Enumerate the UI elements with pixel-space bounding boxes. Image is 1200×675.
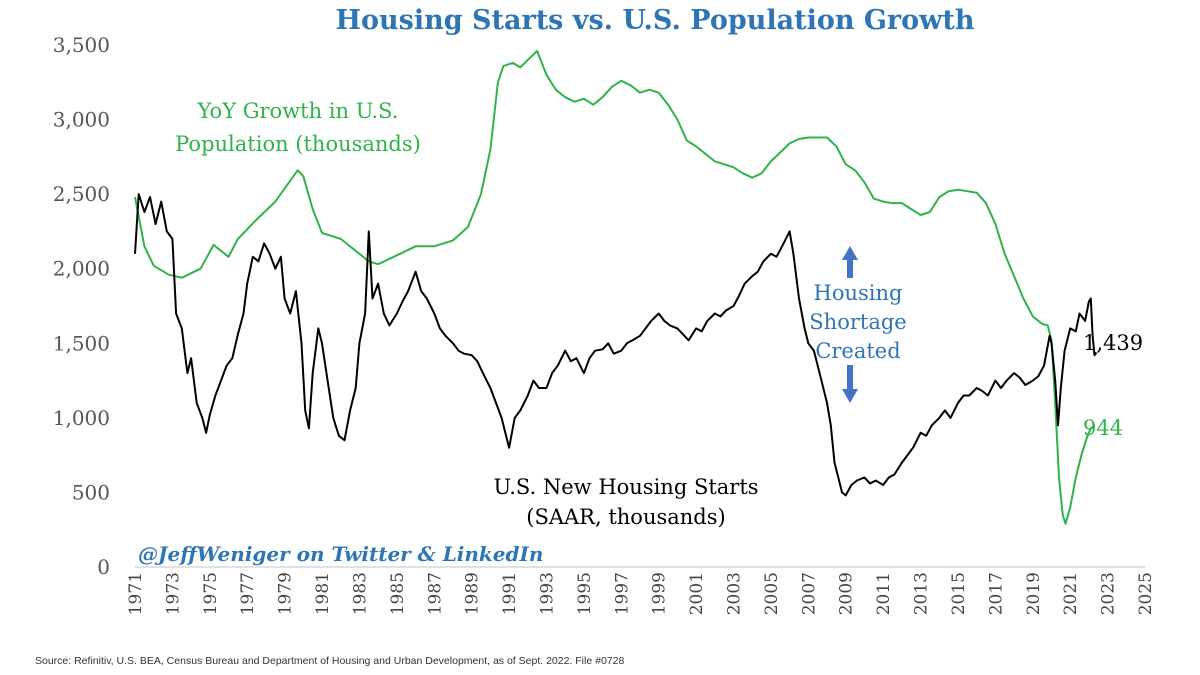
x-tick-label: 1977 — [238, 572, 258, 615]
x-tick-label: 2011 — [874, 572, 894, 615]
y-tick-label: 3,500 — [53, 33, 110, 57]
x-tick-label: 2003 — [725, 572, 745, 615]
y-tick-label: 0 — [97, 555, 110, 579]
x-tick-label: 2015 — [949, 572, 969, 615]
y-tick-label: 2,500 — [53, 182, 110, 206]
x-tick-label: 1995 — [575, 572, 595, 615]
series-labels: YoY Growth in U.S. Population (thousands… — [175, 99, 1143, 529]
x-tick-label: 1981 — [313, 572, 333, 615]
x-tick-label: 2001 — [687, 572, 707, 615]
y-tick-label: 3,000 — [53, 108, 110, 132]
housing-starts-line — [134, 193, 1098, 497]
y-tick-label: 1,500 — [53, 331, 110, 355]
y-tick-label: 1,000 — [53, 406, 110, 430]
x-tick-label: 2017 — [986, 572, 1006, 615]
housing-shortage-annotation: Housing Shortage Created — [809, 246, 907, 403]
x-tick-label: 1979 — [276, 572, 296, 615]
x-tick-label: 1991 — [500, 572, 520, 615]
population-series-label-line-1: YoY Growth in U.S. — [197, 99, 399, 123]
starts-series-label-line-2: (SAAR, thousands) — [526, 505, 725, 529]
x-tick-label: 1989 — [463, 572, 483, 615]
y-tick-label: 2,000 — [53, 257, 110, 281]
starts-series-label-line-1: U.S. New Housing Starts — [493, 475, 758, 499]
arrow-up-icon — [842, 246, 858, 278]
annotation-line-2: Shortage — [809, 310, 906, 334]
x-axis-ticks: 1971 1973 1975 1977 1979 1981 1983 1985 1987 1989… — [126, 572, 1156, 615]
x-tick-label: 1997 — [612, 572, 632, 615]
x-tick-label: 1985 — [388, 572, 408, 615]
x-tick-label: 2023 — [1099, 572, 1119, 615]
x-tick-label: 2025 — [1136, 572, 1156, 615]
population-end-value-label: 944 — [1083, 416, 1123, 440]
watermark-handle: @JeffWeniger on Twitter & LinkedIn — [138, 542, 543, 566]
x-tick-label: 2019 — [1024, 572, 1044, 615]
x-tick-label: 2009 — [837, 572, 857, 615]
x-tick-label: 2005 — [762, 572, 782, 615]
x-tick-label: 1999 — [650, 572, 670, 615]
starts-end-value-label: 1,439 — [1083, 331, 1143, 355]
x-tick-label: 1987 — [425, 572, 445, 615]
y-axis-ticks: 0 500 1,000 1,500 2,000 2,500 3,000 3,500 — [53, 33, 110, 579]
x-tick-label: 1993 — [537, 572, 557, 615]
x-tick-label: 1971 — [126, 572, 146, 615]
population-series-label-line-2: Population (thousands) — [175, 132, 421, 156]
population-growth-line — [134, 50, 1095, 525]
x-tick-label: 2021 — [1061, 572, 1081, 615]
series-layer — [134, 50, 1098, 525]
chart-title: Housing Starts vs. U.S. Population Growt… — [335, 5, 974, 36]
arrow-down-icon — [842, 365, 858, 403]
annotation-line-1: Housing — [814, 281, 903, 305]
annotation-line-3: Created — [815, 339, 900, 363]
x-tick-label: 2013 — [912, 572, 932, 615]
x-tick-label: 1973 — [163, 572, 183, 615]
x-tick-label: 2007 — [799, 572, 819, 615]
y-tick-label: 500 — [72, 480, 110, 504]
source-note: Source: Refinitiv, U.S. BEA, Census Bure… — [35, 655, 624, 667]
x-tick-label: 1975 — [201, 572, 221, 615]
x-tick-label: 1983 — [350, 572, 370, 615]
